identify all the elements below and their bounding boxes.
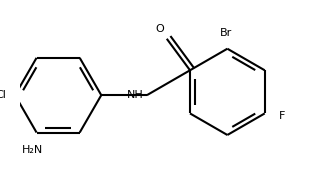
Text: H₂N: H₂N (22, 145, 43, 155)
Text: O: O (156, 24, 164, 34)
Text: F: F (279, 111, 285, 121)
Text: Cl: Cl (0, 90, 7, 100)
Text: Br: Br (220, 28, 232, 38)
Text: NH: NH (127, 90, 144, 100)
